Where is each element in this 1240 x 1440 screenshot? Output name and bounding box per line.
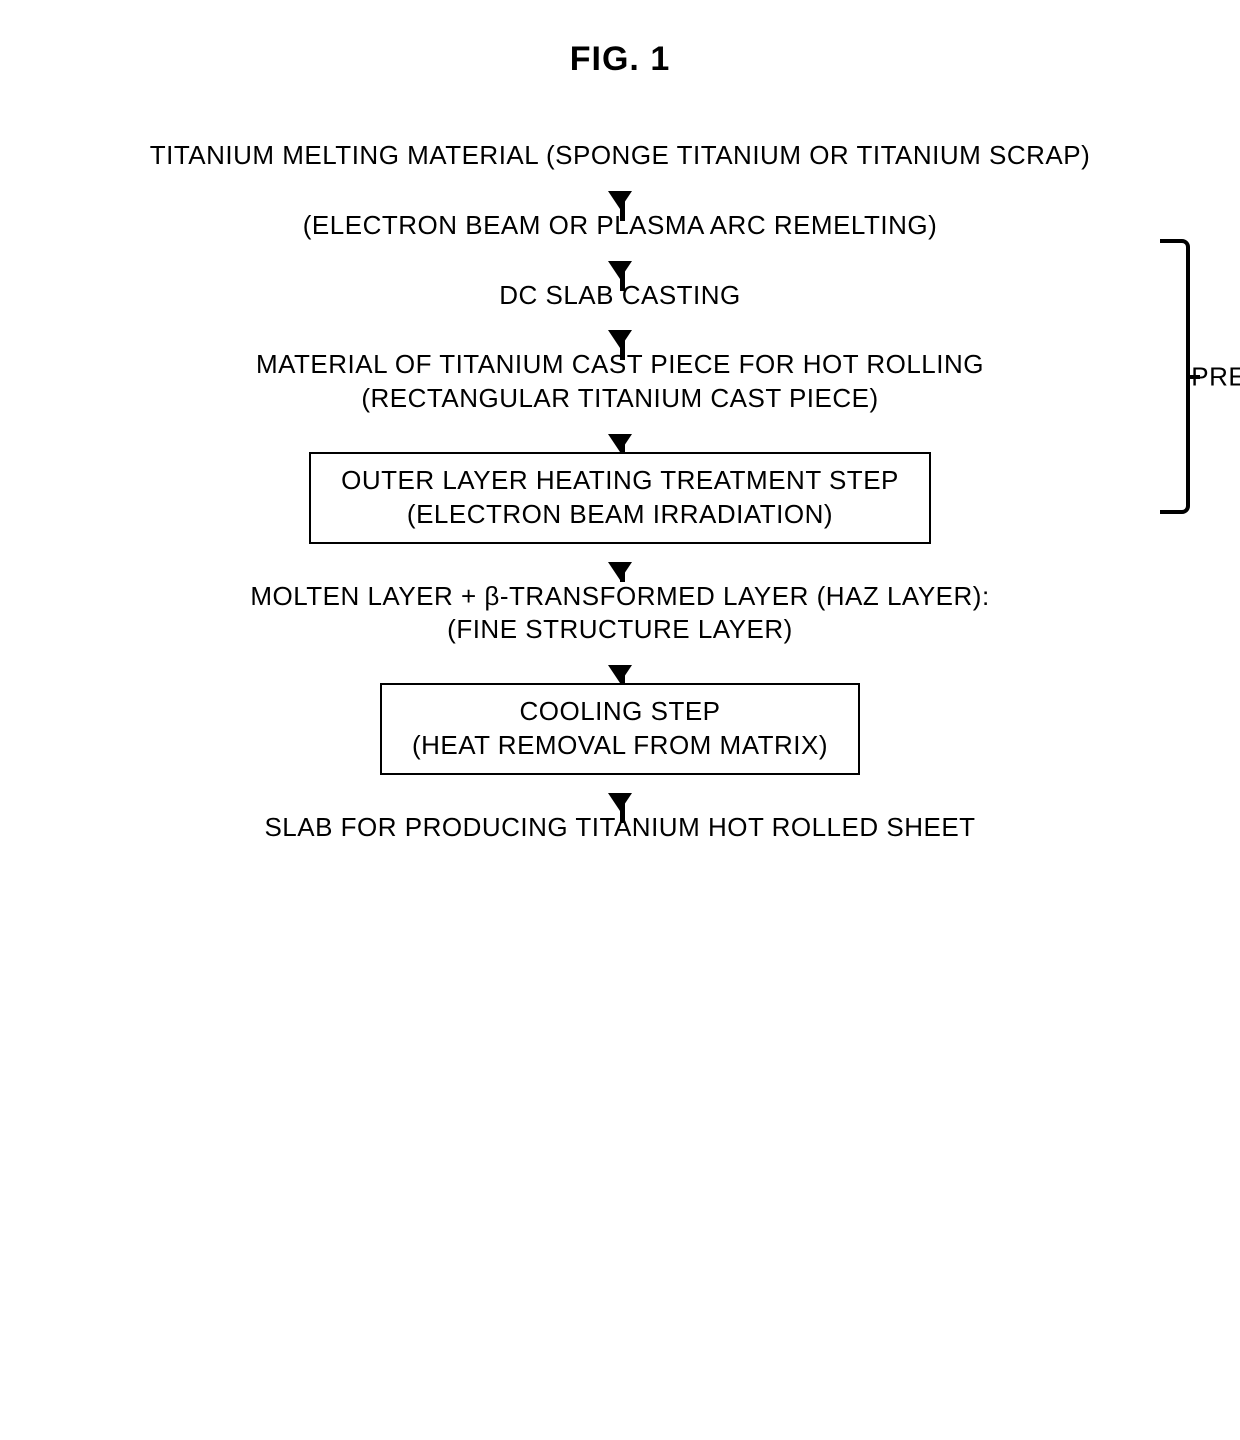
step-molten-line2: (FINE STRUCTURE LAYER) — [447, 614, 793, 644]
figure-title: FIG. 1 — [60, 40, 1180, 79]
pre-process-bracket: PRE-PROCESS — [1160, 239, 1190, 514]
flowchart-container: TITANIUM MELTING MATERIAL (SPONGE TITANI… — [60, 139, 1180, 845]
pre-process-label: PRE-PROCESS — [1191, 361, 1240, 392]
step-outer-layer-line2: (ELECTRON BEAM IRRADIATION) — [407, 499, 833, 529]
step-outer-layer-heating-box: OUTER LAYER HEATING TREATMENT STEP (ELEC… — [309, 452, 931, 544]
step-cast-piece-line2: (RECTANGULAR TITANIUM CAST PIECE) — [361, 383, 878, 413]
step-cooling-line2: (HEAT REMOVAL FROM MATRIX) — [412, 730, 828, 760]
step-cooling-box: COOLING STEP (HEAT REMOVAL FROM MATRIX) — [380, 683, 860, 775]
step-molten-layer: MOLTEN LAYER + β-TRANSFORMED LAYER (HAZ … — [250, 580, 989, 648]
step-molten-line1: MOLTEN LAYER + β-TRANSFORMED LAYER (HAZ … — [250, 581, 989, 611]
step-cooling-line1: COOLING STEP — [519, 696, 720, 726]
step-titanium-melting: TITANIUM MELTING MATERIAL (SPONGE TITANI… — [150, 139, 1091, 173]
step-outer-layer-line1: OUTER LAYER HEATING TREATMENT STEP — [341, 465, 899, 495]
pre-process-bracket-container: PRE-PROCESS — [1160, 239, 1190, 514]
